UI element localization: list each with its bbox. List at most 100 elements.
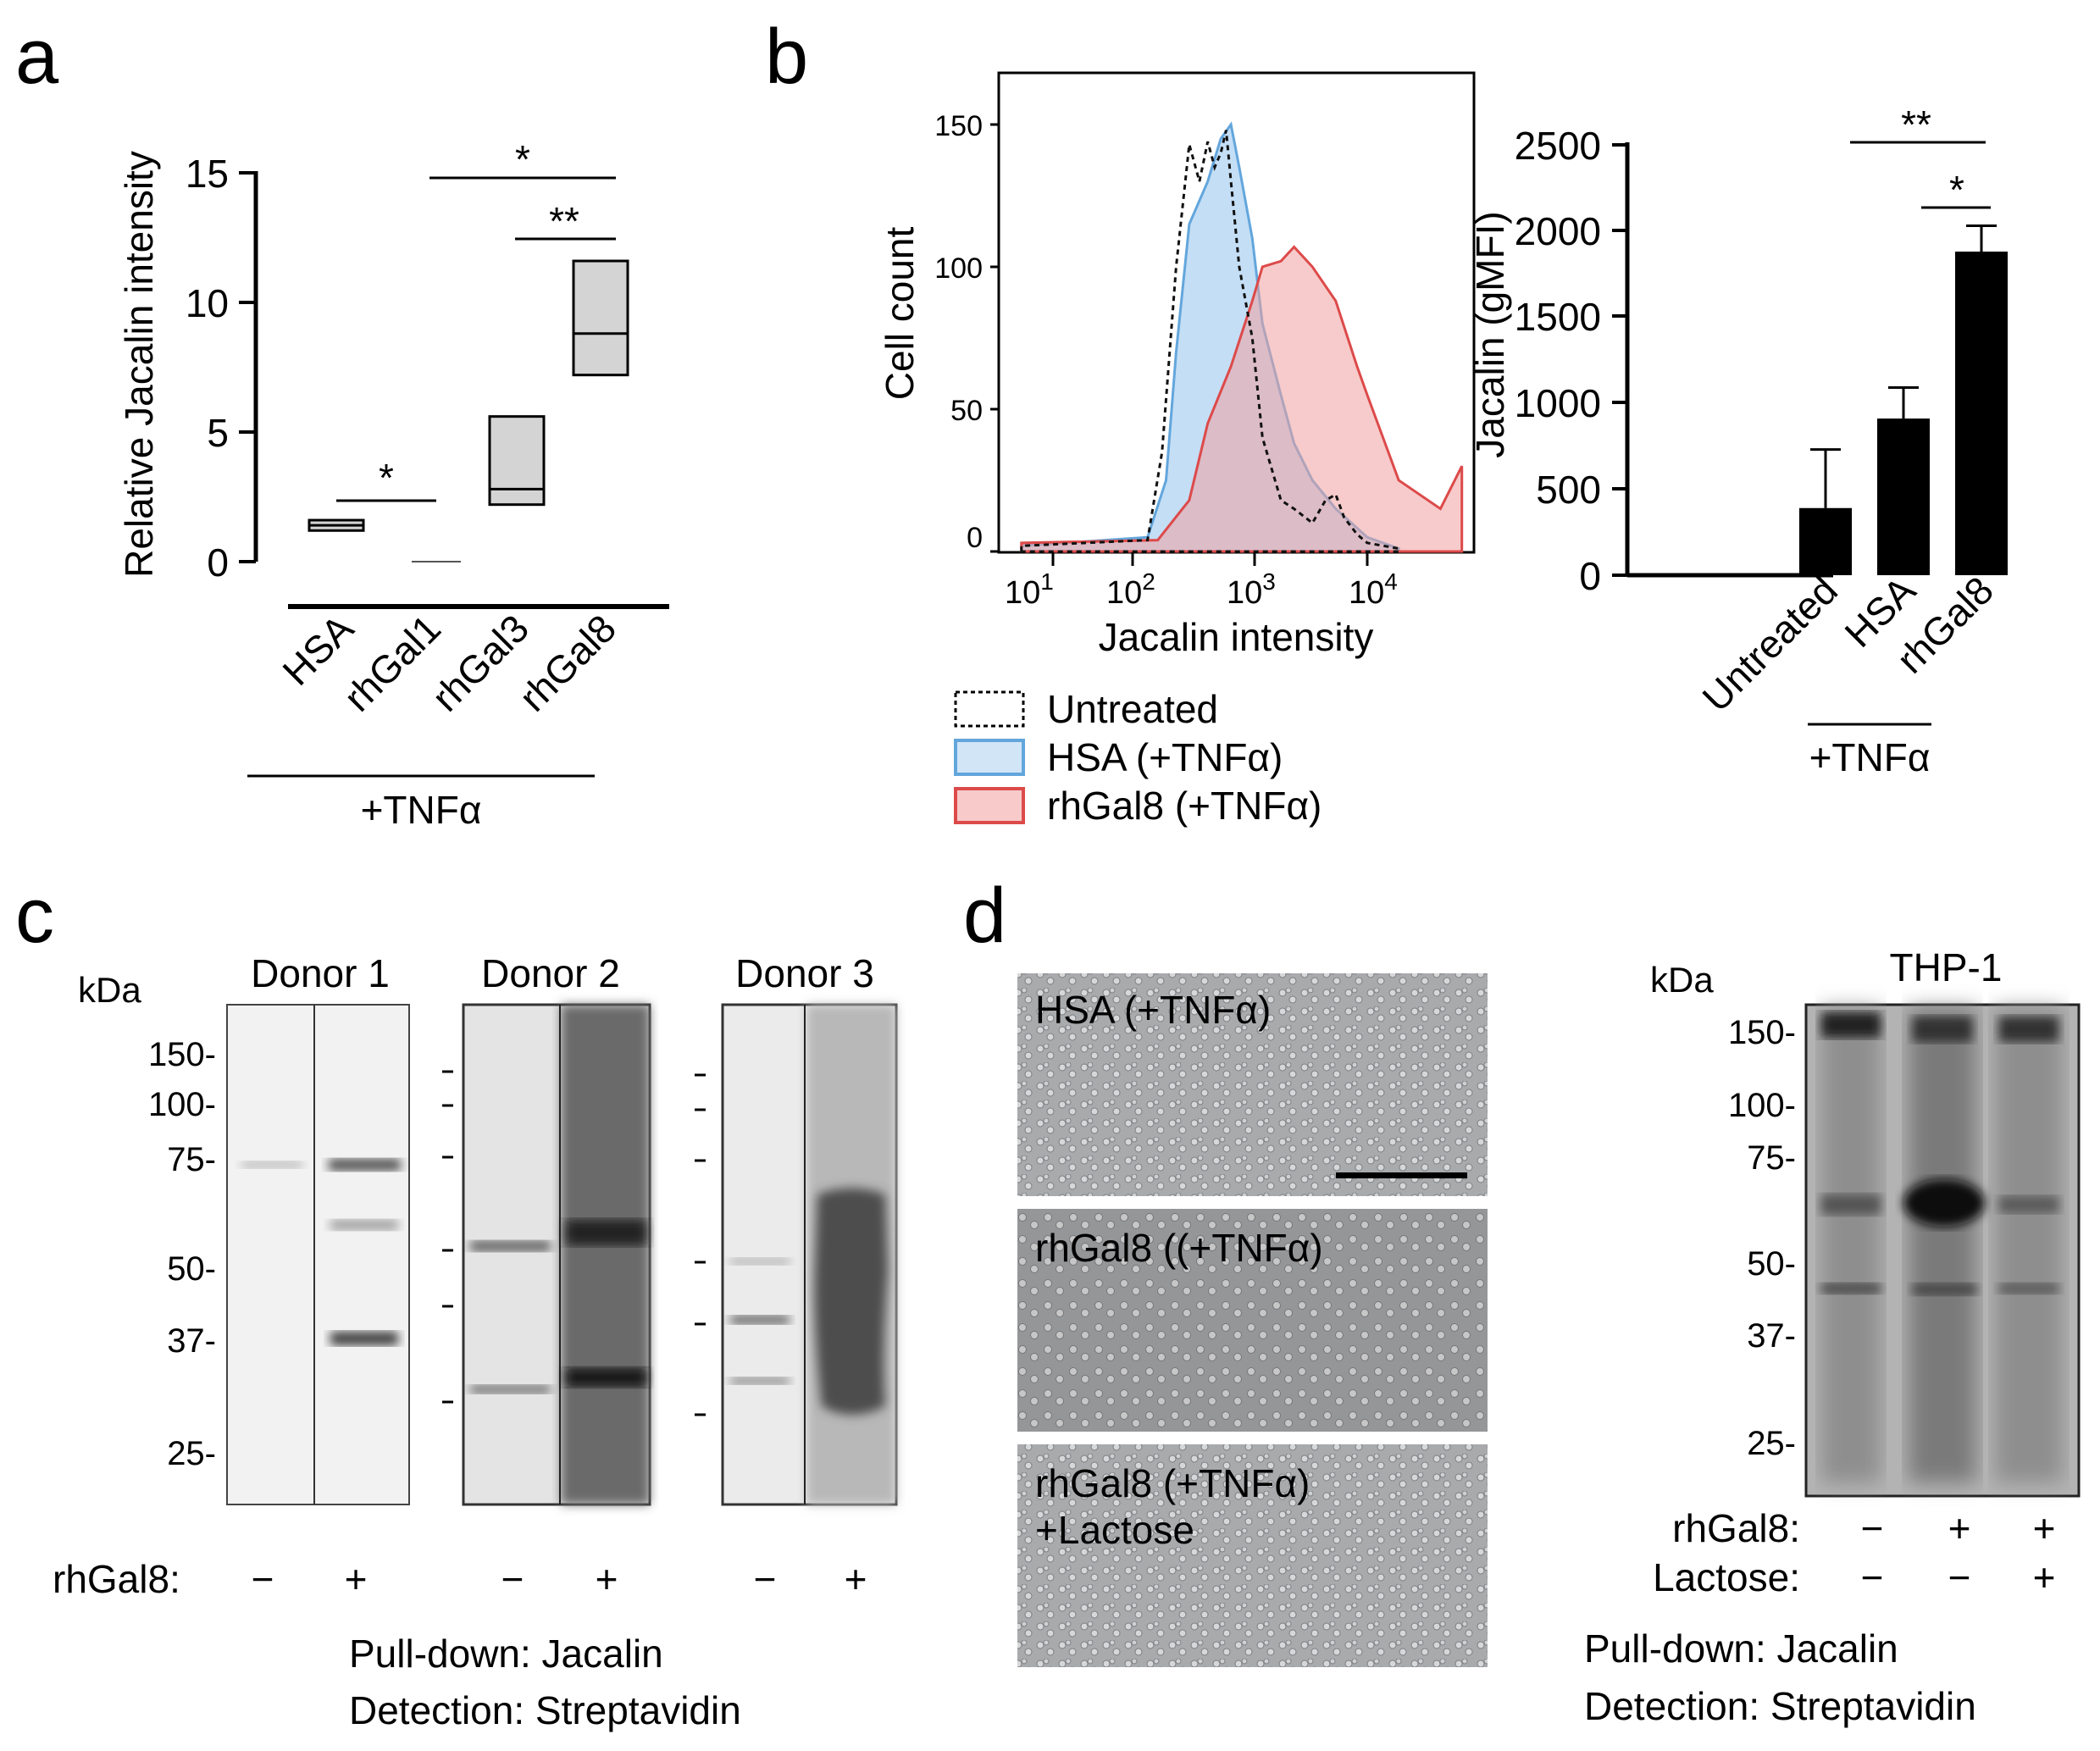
smear bbox=[1909, 1008, 1976, 1482]
ytick-label: 100 bbox=[934, 252, 983, 285]
micrograph-label: rhGal8 ((+TNFα) bbox=[1035, 1226, 1323, 1270]
xtick-label: rhGal1 bbox=[335, 606, 449, 719]
marker-label: 75- bbox=[1747, 1139, 1796, 1177]
band bbox=[1821, 1194, 1881, 1215]
pulldown-label: Pull-down: Jacalin bbox=[1584, 1626, 1898, 1671]
xtick-label: rhGal8 bbox=[511, 606, 624, 719]
band bbox=[470, 1385, 551, 1394]
lactose-row-label: Lactose: bbox=[1653, 1555, 1800, 1599]
marker-label: 37- bbox=[167, 1322, 216, 1360]
marker-label: 75- bbox=[167, 1141, 216, 1178]
panel-d-letter: d bbox=[963, 873, 1006, 959]
xtick-label: 102 bbox=[1106, 568, 1155, 611]
xtick-label: rhGal3 bbox=[424, 606, 537, 719]
band bbox=[1913, 1017, 1972, 1042]
bar-yticks: 2500 2000 1500 1000 500 0 bbox=[1515, 124, 1627, 598]
band bbox=[730, 1377, 790, 1384]
panel-d: d HSA (+TNFα) rhGal8 ((+TNFα) rhGal8 (+T… bbox=[963, 873, 2081, 1728]
bar-significance: ** * bbox=[1850, 103, 1991, 212]
kda-label: kDa bbox=[1650, 960, 1714, 1000]
series-rhgal8 bbox=[1020, 245, 1464, 553]
legend-label: rhGal8 (+TNFα) bbox=[1047, 784, 1322, 828]
legend-swatch-hsa bbox=[954, 739, 1025, 776]
lane-sign: + bbox=[2033, 1506, 2056, 1550]
bar-ylabel: Jacalin (gMFI) bbox=[1468, 211, 1512, 457]
group-label: +TNFα bbox=[1809, 735, 1931, 779]
band bbox=[241, 1161, 302, 1168]
smear bbox=[561, 1005, 650, 1504]
band bbox=[330, 1332, 398, 1345]
histogram-legend: Untreated HSA (+TNFα) rhGal8 (+TNFα) bbox=[954, 687, 1322, 828]
histogram-ylabel: Cell count bbox=[878, 227, 922, 401]
panel-a-axes: 15 10 5 0 Relative Jacalin intensity bbox=[117, 151, 669, 609]
panel-a-boxes bbox=[308, 259, 629, 562]
micrograph-image bbox=[1017, 1444, 1488, 1667]
lane-sign: − bbox=[252, 1557, 274, 1601]
ytick-label: 15 bbox=[186, 152, 229, 196]
histogram: 150 100 50 0 Cell count 101 102 103 104 … bbox=[878, 71, 1476, 659]
band bbox=[329, 1159, 401, 1171]
series-untreated bbox=[1020, 130, 1400, 553]
blot-membrane bbox=[226, 1004, 410, 1505]
micrograph-label: HSA (+TNFα) bbox=[1035, 988, 1271, 1032]
lane-sign: − bbox=[754, 1557, 777, 1601]
ytick-label: 150 bbox=[934, 110, 983, 142]
group-label: +TNFα bbox=[361, 788, 482, 832]
ytick-label: 0 bbox=[1579, 554, 1601, 598]
marker-label: 100- bbox=[1728, 1087, 1796, 1124]
band bbox=[1999, 1283, 2058, 1294]
ytick-label: 0 bbox=[967, 522, 983, 554]
micrograph-rhgal8-lactose: rhGal8 (+TNFα) +Lactose bbox=[1017, 1444, 1488, 1667]
lane-sign: − bbox=[501, 1557, 524, 1601]
panel-b-letter: b bbox=[765, 14, 808, 100]
histogram-curves bbox=[1020, 121, 1464, 553]
bar-hsa bbox=[1877, 418, 1930, 575]
band bbox=[1913, 1283, 1976, 1295]
xtick-label: 103 bbox=[1227, 568, 1276, 611]
band bbox=[330, 1220, 398, 1230]
panel-c-letter: c bbox=[15, 873, 54, 959]
band bbox=[1821, 1012, 1881, 1038]
micrograph-label: rhGal8 (+TNFα) bbox=[1035, 1461, 1310, 1505]
donor-label: Donor 3 bbox=[735, 951, 874, 995]
detection-label: Detection: Streptavidin bbox=[1584, 1684, 1976, 1728]
scale-bar bbox=[1336, 1172, 1467, 1178]
sig-star: ** bbox=[549, 199, 579, 243]
bar-rhgal8 bbox=[1955, 251, 2008, 575]
lane-sign: − bbox=[1861, 1506, 1884, 1550]
micrograph-label: +Lactose bbox=[1035, 1508, 1194, 1552]
marker-label: 37- bbox=[1747, 1317, 1796, 1355]
band bbox=[730, 1258, 790, 1265]
marker-label: 100- bbox=[148, 1086, 216, 1123]
band bbox=[470, 1241, 551, 1251]
ytick-label: 500 bbox=[1536, 468, 1601, 512]
panel-a-ylabel: Relative Jacalin intensity bbox=[117, 151, 161, 578]
band bbox=[566, 1220, 646, 1245]
histogram-xlabel: Jacalin intensity bbox=[1099, 615, 1374, 659]
ytick-label: 0 bbox=[207, 540, 229, 585]
band bbox=[566, 1368, 646, 1387]
blot-donor-1: Donor 1 bbox=[226, 951, 410, 1505]
xtick-label: 101 bbox=[1005, 568, 1054, 611]
donor-label: Donor 1 bbox=[251, 951, 390, 995]
panel-c: c kDa 150- 100- 75- 50- 37- 25- Donor 1 … bbox=[15, 873, 898, 1732]
blot-title: THP-1 bbox=[1890, 945, 2003, 989]
blot-donor-3: Donor 3 bbox=[695, 951, 898, 1506]
sig-star: * bbox=[515, 137, 530, 181]
marker-label: 25- bbox=[167, 1435, 216, 1472]
marker-label: 150- bbox=[148, 1036, 216, 1073]
blot-thp1: kDa THP-1 150- 100- 75- 50- 37- 25- rhGa… bbox=[1584, 945, 2081, 1728]
smear bbox=[1821, 1008, 1881, 1482]
micrograph-hsa: HSA (+TNFα) bbox=[1017, 973, 1488, 1196]
band bbox=[1999, 1196, 2058, 1213]
ytick-label: 5 bbox=[207, 411, 229, 455]
band bbox=[1821, 1283, 1881, 1294]
marker-label: 50- bbox=[1747, 1245, 1796, 1283]
micrograph-image bbox=[1017, 1209, 1488, 1432]
sig-star: * bbox=[1949, 168, 1964, 212]
rhgal8-row-label: rhGal8: bbox=[53, 1557, 180, 1601]
lane-sign: + bbox=[1948, 1506, 1971, 1550]
bars bbox=[1799, 224, 2008, 575]
lane-sign: + bbox=[345, 1557, 368, 1601]
